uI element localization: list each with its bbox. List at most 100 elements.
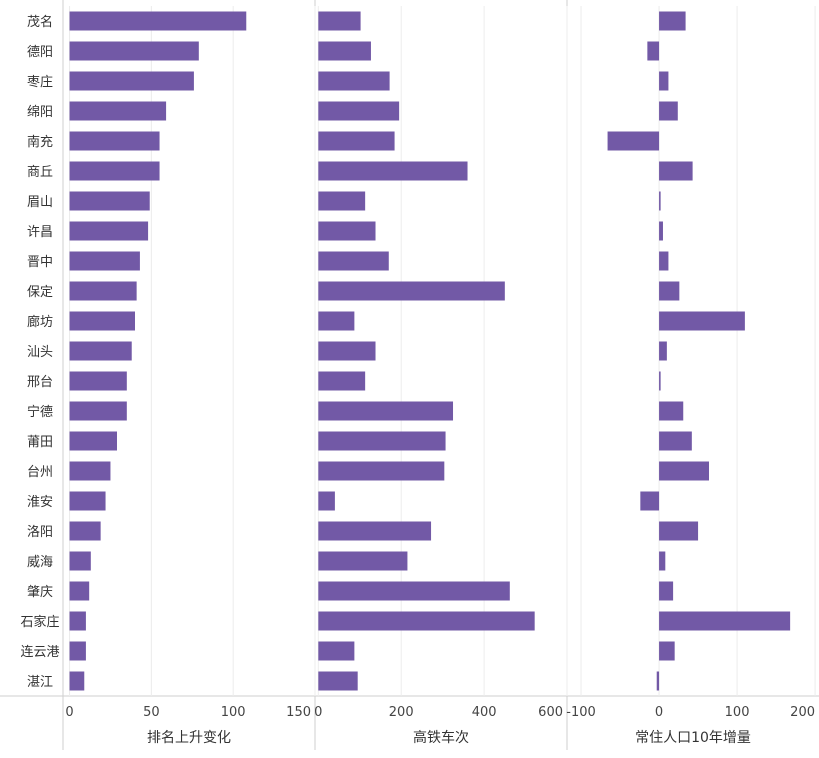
- bar: [69, 461, 111, 481]
- bar: [659, 581, 674, 601]
- tick-label: 400: [472, 705, 497, 720]
- bar: [318, 551, 408, 571]
- bar: [69, 161, 160, 181]
- category-label: 许昌: [27, 225, 53, 240]
- bar: [318, 491, 335, 511]
- bar: [640, 491, 660, 511]
- category-label: 石家庄: [20, 614, 59, 630]
- bar: [318, 251, 389, 271]
- category-label: 宁德: [27, 404, 53, 420]
- tick-label: 150: [286, 705, 311, 720]
- category-label: 廊坊: [27, 314, 53, 330]
- bar: [318, 371, 366, 391]
- x-axis-title: 常住人口10年增量: [635, 730, 751, 746]
- bar: [659, 461, 709, 481]
- bar: [659, 551, 666, 571]
- bar: [318, 11, 361, 31]
- bar: [318, 311, 355, 331]
- bar: [318, 41, 371, 61]
- x-axis-title: 排名上升变化: [147, 730, 231, 746]
- bar: [607, 131, 660, 151]
- bar: [656, 671, 660, 691]
- bar: [69, 491, 106, 511]
- bar: [69, 191, 150, 211]
- bar: [69, 41, 199, 61]
- tick-label: 200: [389, 705, 414, 720]
- category-label: 肇庆: [27, 585, 53, 600]
- bar: [659, 521, 699, 541]
- bar: [659, 101, 678, 121]
- tick-label: 0: [314, 705, 322, 720]
- bar: [659, 251, 669, 271]
- x-axis-title: 高铁车次: [413, 729, 469, 746]
- bar: [659, 191, 661, 211]
- category-label: 眉山: [27, 195, 53, 210]
- bar: [318, 221, 376, 241]
- bar: [318, 131, 395, 151]
- tick-label: -100: [566, 705, 596, 720]
- bar: [69, 251, 140, 271]
- bar: [659, 401, 684, 421]
- category-label: 茂名: [27, 14, 53, 30]
- category-label: 绵阳: [27, 105, 53, 120]
- bar: [69, 131, 160, 151]
- bar: [69, 431, 117, 451]
- tick-label: 0: [65, 705, 73, 720]
- category-label: 汕头: [27, 345, 53, 360]
- category-label: 台州: [27, 465, 53, 480]
- bar: [318, 671, 358, 691]
- bar: [318, 461, 445, 481]
- tick-label: 50: [143, 705, 160, 720]
- category-label: 南充: [27, 134, 53, 150]
- bar: [647, 41, 660, 61]
- category-label: 枣庄: [27, 74, 53, 90]
- bar: [659, 311, 745, 331]
- bar: [69, 641, 86, 661]
- bar: [69, 521, 101, 541]
- bar: [318, 71, 390, 91]
- bar: [69, 341, 132, 361]
- bar: [69, 221, 149, 241]
- category-label: 威海: [27, 555, 53, 570]
- bar: [659, 71, 669, 91]
- bar: [69, 11, 247, 31]
- bar: [318, 431, 446, 451]
- bar: [659, 161, 693, 181]
- bar: [318, 641, 355, 661]
- bar: [318, 341, 376, 361]
- bar: [318, 101, 400, 121]
- category-label: 淮安: [27, 495, 53, 510]
- bar: [659, 221, 663, 241]
- category-label: 商丘: [27, 165, 53, 180]
- tick-label: 200: [790, 705, 815, 720]
- category-label: 连云港: [20, 644, 59, 660]
- bar: [69, 371, 127, 391]
- category-label: 晋中: [27, 255, 53, 270]
- bar: [69, 551, 91, 571]
- bar: [69, 311, 135, 331]
- category-label: 莆田: [27, 435, 53, 450]
- bar: [318, 191, 366, 211]
- bar: [318, 581, 510, 601]
- bar: [659, 11, 686, 31]
- bar: [318, 281, 505, 301]
- bar: [659, 281, 680, 301]
- category-label: 保定: [27, 285, 53, 300]
- bar: [69, 611, 86, 631]
- category-label: 湛江: [27, 675, 53, 690]
- bar: [659, 371, 661, 391]
- category-label: 洛阳: [27, 525, 53, 540]
- category-label: 德阳: [27, 45, 53, 60]
- bar: [659, 341, 667, 361]
- tick-label: 0: [655, 705, 663, 720]
- bar: [659, 611, 791, 631]
- bar: [318, 611, 535, 631]
- bar: [69, 401, 127, 421]
- bar: [318, 161, 468, 181]
- bar: [318, 521, 432, 541]
- bar: [69, 581, 90, 601]
- bar: [69, 101, 167, 121]
- bar: [659, 641, 675, 661]
- bar: [318, 401, 454, 421]
